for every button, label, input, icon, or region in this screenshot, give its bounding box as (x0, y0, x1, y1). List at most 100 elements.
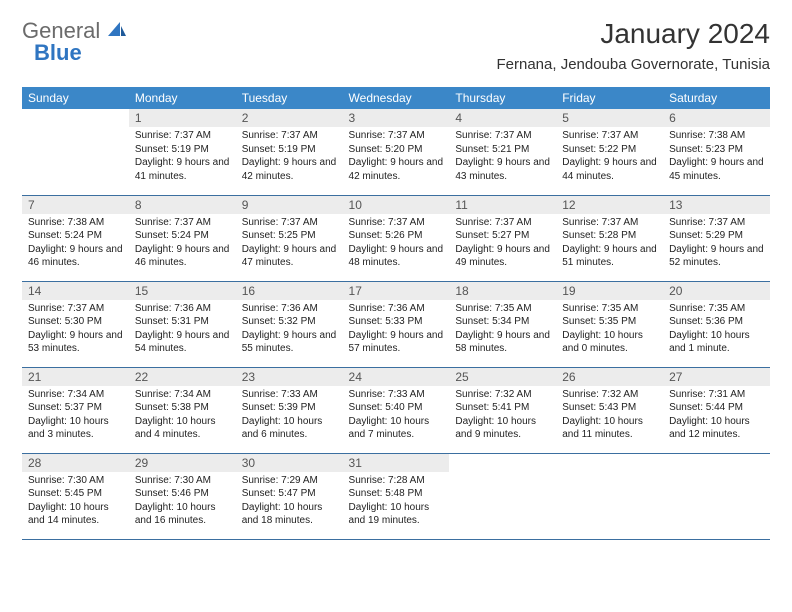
sunrise-text: Sunrise: 7:35 AM (455, 302, 550, 316)
daylight-text: Daylight: 9 hours and 47 minutes. (242, 243, 337, 270)
day-number: 20 (663, 282, 770, 300)
sunset-text: Sunset: 5:40 PM (349, 401, 444, 415)
calendar-cell: 25Sunrise: 7:32 AMSunset: 5:41 PMDayligh… (449, 367, 556, 453)
day-content: Sunrise: 7:36 AMSunset: 5:33 PMDaylight:… (343, 300, 450, 360)
calendar-week-row: 7Sunrise: 7:38 AMSunset: 5:24 PMDaylight… (22, 195, 770, 281)
day-content: Sunrise: 7:36 AMSunset: 5:32 PMDaylight:… (236, 300, 343, 360)
sunrise-text: Sunrise: 7:37 AM (562, 216, 657, 230)
sunset-text: Sunset: 5:29 PM (669, 229, 764, 243)
sunrise-text: Sunrise: 7:37 AM (455, 129, 550, 143)
daylight-text: Daylight: 10 hours and 7 minutes. (349, 415, 444, 442)
sunset-text: Sunset: 5:19 PM (135, 143, 230, 157)
sunrise-text: Sunrise: 7:37 AM (349, 129, 444, 143)
day-content: Sunrise: 7:38 AMSunset: 5:24 PMDaylight:… (22, 214, 129, 274)
sunset-text: Sunset: 5:23 PM (669, 143, 764, 157)
day-number: 30 (236, 454, 343, 472)
sunset-text: Sunset: 5:41 PM (455, 401, 550, 415)
calendar-cell: 6Sunrise: 7:38 AMSunset: 5:23 PMDaylight… (663, 109, 770, 195)
daylight-text: Daylight: 9 hours and 41 minutes. (135, 156, 230, 183)
sunset-text: Sunset: 5:20 PM (349, 143, 444, 157)
calendar-cell (556, 453, 663, 539)
calendar-cell: 24Sunrise: 7:33 AMSunset: 5:40 PMDayligh… (343, 367, 450, 453)
sunset-text: Sunset: 5:46 PM (135, 487, 230, 501)
day-number: 31 (343, 454, 450, 472)
title-block: January 2024 Fernana, Jendouba Governora… (496, 18, 770, 73)
calendar-week-row: 28Sunrise: 7:30 AMSunset: 5:45 PMDayligh… (22, 453, 770, 539)
calendar-cell (22, 109, 129, 195)
calendar-cell: 9Sunrise: 7:37 AMSunset: 5:25 PMDaylight… (236, 195, 343, 281)
logo-blue-row: Blue (34, 40, 82, 66)
calendar-cell: 8Sunrise: 7:37 AMSunset: 5:24 PMDaylight… (129, 195, 236, 281)
day-number: 26 (556, 368, 663, 386)
day-number: 1 (129, 109, 236, 127)
calendar-cell: 19Sunrise: 7:35 AMSunset: 5:35 PMDayligh… (556, 281, 663, 367)
daylight-text: Daylight: 9 hours and 53 minutes. (28, 329, 123, 356)
daylight-text: Daylight: 9 hours and 46 minutes. (28, 243, 123, 270)
sunset-text: Sunset: 5:39 PM (242, 401, 337, 415)
day-number: 18 (449, 282, 556, 300)
calendar-cell: 26Sunrise: 7:32 AMSunset: 5:43 PMDayligh… (556, 367, 663, 453)
weekday-header: Wednesday (343, 87, 450, 109)
weekday-header: Tuesday (236, 87, 343, 109)
day-number: 10 (343, 196, 450, 214)
sunrise-text: Sunrise: 7:35 AM (669, 302, 764, 316)
sunset-text: Sunset: 5:34 PM (455, 315, 550, 329)
daylight-text: Daylight: 9 hours and 43 minutes. (455, 156, 550, 183)
day-content: Sunrise: 7:31 AMSunset: 5:44 PMDaylight:… (663, 386, 770, 446)
calendar-cell: 3Sunrise: 7:37 AMSunset: 5:20 PMDaylight… (343, 109, 450, 195)
day-content: Sunrise: 7:37 AMSunset: 5:30 PMDaylight:… (22, 300, 129, 360)
day-number: 7 (22, 196, 129, 214)
day-number: 6 (663, 109, 770, 127)
daylight-text: Daylight: 10 hours and 1 minute. (669, 329, 764, 356)
logo-sail-icon (106, 18, 128, 44)
day-number: 3 (343, 109, 450, 127)
day-number: 15 (129, 282, 236, 300)
day-content: Sunrise: 7:34 AMSunset: 5:37 PMDaylight:… (22, 386, 129, 446)
day-number: 28 (22, 454, 129, 472)
day-number: 11 (449, 196, 556, 214)
sunset-text: Sunset: 5:24 PM (135, 229, 230, 243)
daylight-text: Daylight: 10 hours and 12 minutes. (669, 415, 764, 442)
day-content: Sunrise: 7:30 AMSunset: 5:46 PMDaylight:… (129, 472, 236, 532)
day-number: 17 (343, 282, 450, 300)
sunset-text: Sunset: 5:38 PM (135, 401, 230, 415)
day-content: Sunrise: 7:35 AMSunset: 5:34 PMDaylight:… (449, 300, 556, 360)
day-content: Sunrise: 7:30 AMSunset: 5:45 PMDaylight:… (22, 472, 129, 532)
day-content: Sunrise: 7:34 AMSunset: 5:38 PMDaylight:… (129, 386, 236, 446)
sunrise-text: Sunrise: 7:33 AM (242, 388, 337, 402)
sunrise-text: Sunrise: 7:30 AM (135, 474, 230, 488)
daylight-text: Daylight: 9 hours and 48 minutes. (349, 243, 444, 270)
day-number: 5 (556, 109, 663, 127)
calendar-cell: 23Sunrise: 7:33 AMSunset: 5:39 PMDayligh… (236, 367, 343, 453)
day-number: 8 (129, 196, 236, 214)
daylight-text: Daylight: 10 hours and 14 minutes. (28, 501, 123, 528)
calendar-cell: 15Sunrise: 7:36 AMSunset: 5:31 PMDayligh… (129, 281, 236, 367)
day-number: 25 (449, 368, 556, 386)
sunrise-text: Sunrise: 7:36 AM (349, 302, 444, 316)
daylight-text: Daylight: 10 hours and 3 minutes. (28, 415, 123, 442)
sunrise-text: Sunrise: 7:28 AM (349, 474, 444, 488)
calendar-cell: 28Sunrise: 7:30 AMSunset: 5:45 PMDayligh… (22, 453, 129, 539)
day-content: Sunrise: 7:37 AMSunset: 5:29 PMDaylight:… (663, 214, 770, 274)
calendar-cell: 1Sunrise: 7:37 AMSunset: 5:19 PMDaylight… (129, 109, 236, 195)
sunrise-text: Sunrise: 7:37 AM (242, 129, 337, 143)
day-content: Sunrise: 7:32 AMSunset: 5:41 PMDaylight:… (449, 386, 556, 446)
sunrise-text: Sunrise: 7:31 AM (669, 388, 764, 402)
day-content: Sunrise: 7:37 AMSunset: 5:27 PMDaylight:… (449, 214, 556, 274)
daylight-text: Daylight: 9 hours and 54 minutes. (135, 329, 230, 356)
day-number (22, 109, 129, 127)
day-number: 19 (556, 282, 663, 300)
calendar-cell: 29Sunrise: 7:30 AMSunset: 5:46 PMDayligh… (129, 453, 236, 539)
daylight-text: Daylight: 9 hours and 52 minutes. (669, 243, 764, 270)
sunrise-text: Sunrise: 7:36 AM (135, 302, 230, 316)
calendar-cell: 16Sunrise: 7:36 AMSunset: 5:32 PMDayligh… (236, 281, 343, 367)
sunrise-text: Sunrise: 7:37 AM (562, 129, 657, 143)
sunrise-text: Sunrise: 7:33 AM (349, 388, 444, 402)
day-number: 23 (236, 368, 343, 386)
sunrise-text: Sunrise: 7:38 AM (28, 216, 123, 230)
calendar-cell: 5Sunrise: 7:37 AMSunset: 5:22 PMDaylight… (556, 109, 663, 195)
daylight-text: Daylight: 10 hours and 4 minutes. (135, 415, 230, 442)
day-content: Sunrise: 7:37 AMSunset: 5:28 PMDaylight:… (556, 214, 663, 274)
daylight-text: Daylight: 10 hours and 19 minutes. (349, 501, 444, 528)
sunrise-text: Sunrise: 7:30 AM (28, 474, 123, 488)
